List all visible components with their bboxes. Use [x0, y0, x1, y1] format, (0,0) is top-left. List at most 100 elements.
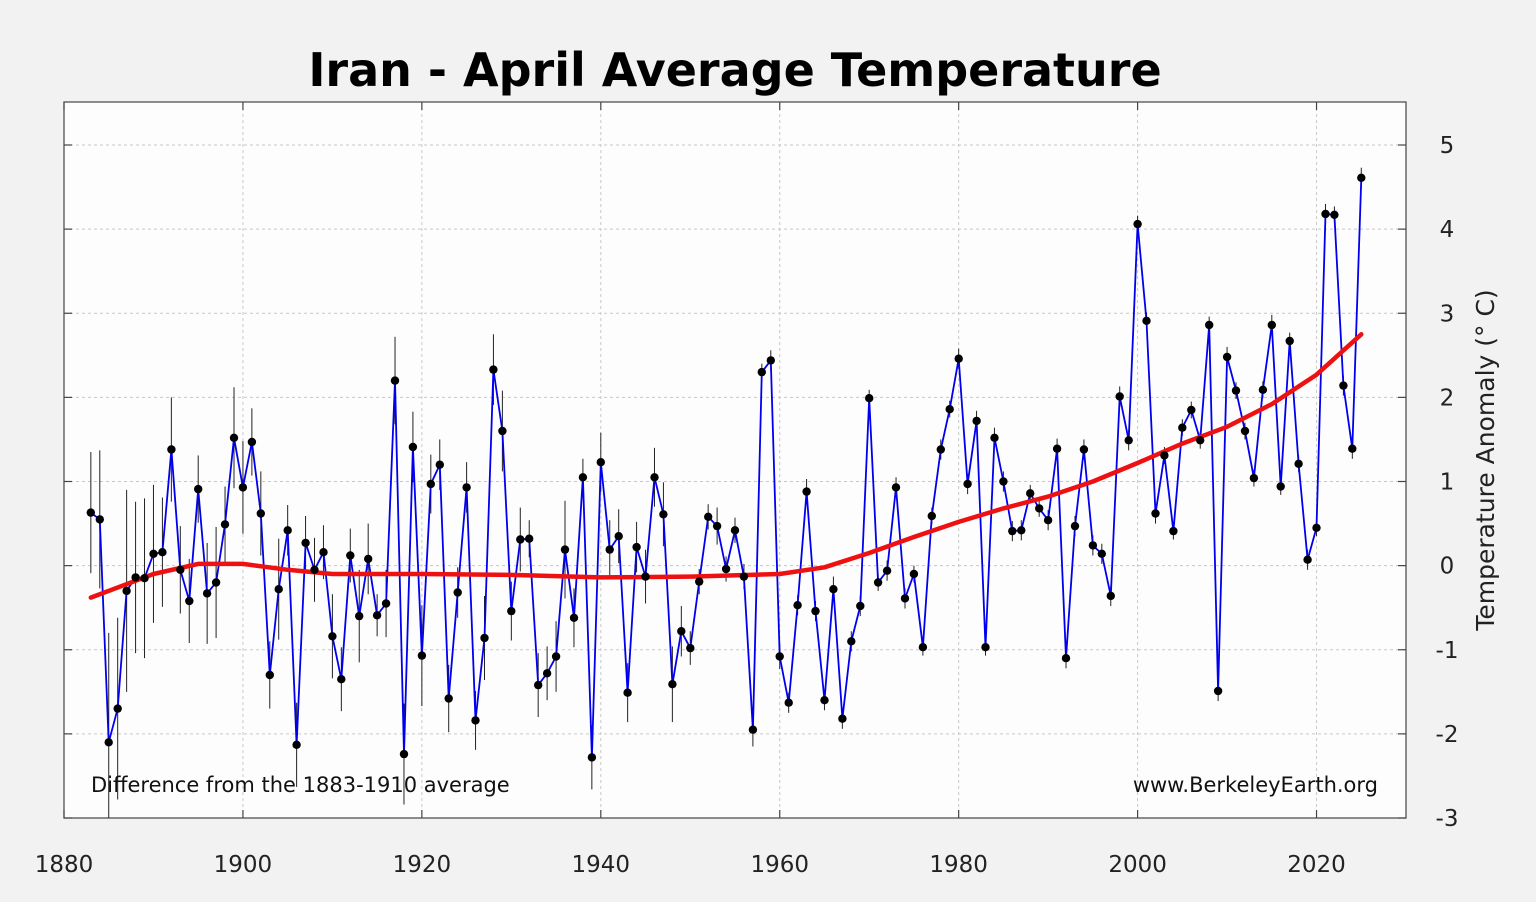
- data-point: [489, 365, 498, 374]
- data-point: [238, 483, 248, 492]
- data-point: [194, 484, 203, 494]
- data-point: [1169, 526, 1178, 536]
- data-point: [1339, 381, 1348, 390]
- data-point: [811, 606, 820, 616]
- data-point: [301, 538, 310, 548]
- data-point: [1258, 385, 1268, 394]
- data-point: [158, 548, 167, 557]
- data-point: [542, 669, 552, 678]
- data-point: [909, 569, 919, 579]
- data-point: [435, 460, 444, 469]
- x-tick-label: 1920: [393, 852, 452, 878]
- y-tick-label: 3: [1440, 301, 1455, 327]
- x-tick-label: 1880: [35, 852, 94, 878]
- data-point: [140, 574, 149, 583]
- data-point: [1276, 482, 1285, 491]
- data-point: [829, 585, 838, 594]
- x-axis-tick-labels: 1880 1900 1920 1940 1960 1980 2000 2020: [35, 852, 1346, 878]
- data-point: [1222, 352, 1232, 362]
- y-tick-label: 0: [1440, 554, 1455, 580]
- data-point: [1097, 549, 1107, 558]
- y-tick-label: -1: [1436, 638, 1459, 664]
- data-point: [337, 675, 346, 684]
- data-point: [793, 601, 802, 610]
- baseline-note: Difference from the 1883-1910 average: [91, 773, 510, 797]
- data-point: [149, 549, 158, 558]
- data-point: [614, 532, 623, 541]
- data-point: [757, 367, 766, 377]
- smoothed-trend-line: [88, 332, 1364, 600]
- data-point: [1070, 521, 1080, 531]
- data-point: [847, 637, 856, 646]
- data-point: [873, 578, 883, 587]
- data-point: [802, 487, 811, 496]
- data-point: [1043, 516, 1053, 525]
- plot-area: [63, 101, 1407, 819]
- data-point: [86, 508, 96, 517]
- data-point: [498, 426, 507, 436]
- y-axis-label: Temperature Anomaly (° C): [1471, 289, 1500, 631]
- data-point: [364, 554, 373, 564]
- data-point: [838, 714, 847, 723]
- data-point: [480, 633, 489, 643]
- data-point: [596, 458, 605, 467]
- data-point: [739, 572, 749, 581]
- data-point: [1079, 445, 1089, 454]
- data-point: [1285, 336, 1294, 346]
- data-point: [1017, 526, 1026, 535]
- data-point: [695, 577, 704, 586]
- data-point: [381, 599, 391, 608]
- data-point: [462, 483, 471, 492]
- y-tick-label: 1: [1440, 470, 1455, 496]
- data-point: [417, 651, 427, 660]
- data-point: [1124, 436, 1133, 445]
- data-point: [981, 643, 990, 652]
- data-point: [1115, 392, 1124, 401]
- data-point: [167, 445, 176, 454]
- data-point: [641, 572, 650, 581]
- data-point: [650, 473, 659, 482]
- data-point: [1294, 459, 1303, 468]
- data-point: [256, 509, 265, 518]
- data-point: [856, 601, 865, 611]
- source-credit: www.BerkeleyEarth.org: [1133, 773, 1378, 797]
- data-point: [972, 416, 981, 426]
- data-point: [820, 696, 829, 705]
- data-point: [1249, 473, 1259, 483]
- data-point: [516, 535, 525, 544]
- data-point: [1312, 523, 1321, 532]
- data-point: [453, 588, 462, 597]
- data-point: [471, 716, 480, 725]
- data-point: [578, 473, 588, 482]
- data-point: [1240, 426, 1250, 436]
- data-point: [775, 652, 784, 661]
- data-point: [712, 521, 722, 531]
- data-point: [891, 483, 901, 492]
- data-point: [668, 680, 677, 689]
- data-point: [1321, 209, 1330, 219]
- data-point: [721, 564, 731, 574]
- data-point: [865, 394, 874, 403]
- data-point: [623, 688, 632, 697]
- data-point: [1187, 405, 1196, 415]
- data-point: [748, 725, 758, 734]
- data-point: [1106, 591, 1116, 601]
- data-point: [677, 627, 686, 636]
- data-point: [390, 376, 400, 385]
- y-tick-label: -2: [1436, 722, 1459, 748]
- grid: [64, 102, 1406, 818]
- data-point: [954, 354, 963, 363]
- data-point: [131, 573, 140, 582]
- data-point: [999, 477, 1008, 486]
- x-tick-label: 2000: [1108, 852, 1167, 878]
- data-point: [766, 356, 775, 365]
- data-point: [229, 433, 239, 442]
- data-point: [104, 738, 113, 747]
- data-point: [900, 594, 910, 603]
- data-point: [551, 652, 561, 661]
- y-tick-label: 4: [1440, 217, 1455, 243]
- data-point: [408, 442, 418, 452]
- data-point: [927, 511, 936, 521]
- data-point: [185, 596, 194, 606]
